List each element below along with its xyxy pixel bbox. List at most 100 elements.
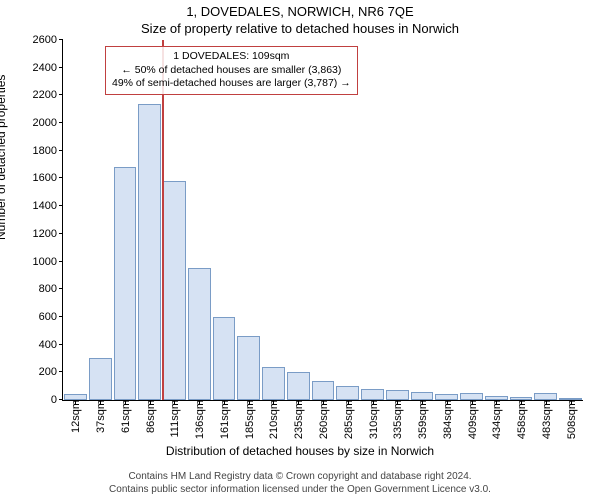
chart-container: 1, DOVEDALES, NORWICH, NR6 7QE Size of p…: [0, 0, 600, 500]
y-tick-label: 0: [51, 394, 63, 406]
page-title: 1, DOVEDALES, NORWICH, NR6 7QE: [0, 4, 600, 19]
x-tick-label: 61sqm: [118, 400, 132, 433]
info-box-line: ← 50% of detached houses are smaller (3,…: [112, 64, 351, 78]
x-tick-label: 185sqm: [242, 400, 256, 439]
histogram-bar: [138, 104, 161, 400]
x-tick-mark: [273, 400, 274, 404]
footer-attribution: Contains HM Land Registry data © Crown c…: [0, 471, 600, 496]
x-tick-mark: [348, 400, 349, 404]
y-tick-label: 800: [39, 283, 63, 295]
histogram-bar: [534, 393, 557, 400]
histogram-bar: [287, 372, 310, 400]
y-tick-mark: [59, 233, 63, 234]
x-tick-label: 409sqm: [465, 400, 479, 439]
x-tick-mark: [373, 400, 374, 404]
y-tick-label: 1000: [33, 256, 63, 268]
x-tick-label: 111sqm: [167, 400, 181, 438]
histogram-bar: [336, 386, 359, 400]
histogram-bar: [460, 393, 483, 400]
y-tick-label: 2600: [33, 34, 63, 46]
y-tick-mark: [59, 67, 63, 68]
x-tick-mark: [100, 400, 101, 404]
x-tick-label: 508sqm: [564, 400, 578, 439]
x-tick-mark: [571, 400, 572, 404]
x-tick-mark: [397, 400, 398, 404]
y-tick-mark: [59, 371, 63, 372]
plot-area: 0200400600800100012001400160018002000220…: [63, 40, 583, 400]
x-tick-label: 12sqm: [68, 400, 82, 433]
y-tick-label: 1800: [33, 145, 63, 157]
y-tick-mark: [59, 150, 63, 151]
x-tick-mark: [224, 400, 225, 404]
y-tick-label: 200: [39, 366, 63, 378]
y-tick-mark: [59, 344, 63, 345]
x-tick-label: 37sqm: [93, 400, 107, 433]
y-tick-mark: [59, 177, 63, 178]
y-tick-mark: [59, 205, 63, 206]
property-info-box: 1 DOVEDALES: 109sqm← 50% of detached hou…: [105, 46, 358, 95]
x-tick-label: 136sqm: [192, 400, 206, 439]
x-tick-mark: [447, 400, 448, 404]
y-tick-label: 2400: [33, 62, 63, 74]
histogram-bar: [361, 389, 384, 400]
x-tick-label: 483sqm: [539, 400, 553, 439]
y-tick-label: 2200: [33, 89, 63, 101]
x-tick-mark: [422, 400, 423, 404]
histogram-bar: [312, 381, 335, 400]
x-tick-label: 384sqm: [440, 400, 454, 439]
histogram-bar: [114, 167, 137, 400]
page-subtitle: Size of property relative to detached ho…: [0, 21, 600, 36]
y-tick-label: 2000: [33, 117, 63, 129]
histogram-plot: 0200400600800100012001400160018002000220…: [62, 40, 583, 401]
x-tick-label: 359sqm: [415, 400, 429, 439]
x-tick-label: 434sqm: [489, 400, 503, 439]
x-tick-mark: [496, 400, 497, 404]
x-tick-label: 235sqm: [291, 400, 305, 439]
y-tick-label: 1600: [33, 172, 63, 184]
x-tick-label: 335sqm: [390, 400, 404, 439]
x-tick-mark: [323, 400, 324, 404]
y-tick-mark: [59, 261, 63, 262]
x-tick-mark: [75, 400, 76, 404]
y-tick-mark: [59, 39, 63, 40]
histogram-bar: [386, 390, 409, 400]
histogram-bar: [411, 392, 434, 400]
y-tick-label: 1400: [33, 200, 63, 212]
x-tick-mark: [150, 400, 151, 404]
footer-line-1: Contains HM Land Registry data © Crown c…: [0, 471, 600, 484]
x-tick-mark: [249, 400, 250, 404]
x-tick-label: 161sqm: [217, 400, 231, 439]
histogram-bar: [89, 358, 112, 400]
y-tick-mark: [59, 122, 63, 123]
x-tick-mark: [546, 400, 547, 404]
x-tick-mark: [298, 400, 299, 404]
y-tick-label: 400: [39, 339, 63, 351]
footer-line-2: Contains public sector information licen…: [0, 484, 600, 497]
x-tick-mark: [521, 400, 522, 404]
histogram-bar: [213, 317, 236, 400]
y-tick-mark: [59, 288, 63, 289]
x-tick-mark: [199, 400, 200, 404]
x-tick-mark: [174, 400, 175, 404]
y-axis-label: Number of detached properties: [0, 75, 8, 240]
y-tick-mark: [59, 399, 63, 400]
x-tick-label: 210sqm: [266, 400, 280, 439]
histogram-bar: [163, 181, 186, 400]
info-box-line: 49% of semi-detached houses are larger (…: [112, 77, 351, 91]
y-tick-mark: [59, 94, 63, 95]
x-axis-label: Distribution of detached houses by size …: [0, 444, 600, 458]
y-tick-label: 1200: [33, 228, 63, 240]
x-tick-mark: [472, 400, 473, 404]
x-tick-label: 310sqm: [366, 400, 380, 439]
x-tick-label: 458sqm: [514, 400, 528, 439]
info-box-line: 1 DOVEDALES: 109sqm: [112, 50, 351, 64]
y-tick-label: 600: [39, 311, 63, 323]
x-tick-mark: [125, 400, 126, 404]
y-tick-mark: [59, 316, 63, 317]
histogram-bar: [262, 367, 285, 400]
histogram-bar: [237, 336, 260, 400]
histogram-bar: [188, 268, 211, 400]
x-tick-label: 260sqm: [316, 400, 330, 439]
x-tick-label: 86sqm: [143, 400, 157, 433]
x-tick-label: 285sqm: [341, 400, 355, 439]
